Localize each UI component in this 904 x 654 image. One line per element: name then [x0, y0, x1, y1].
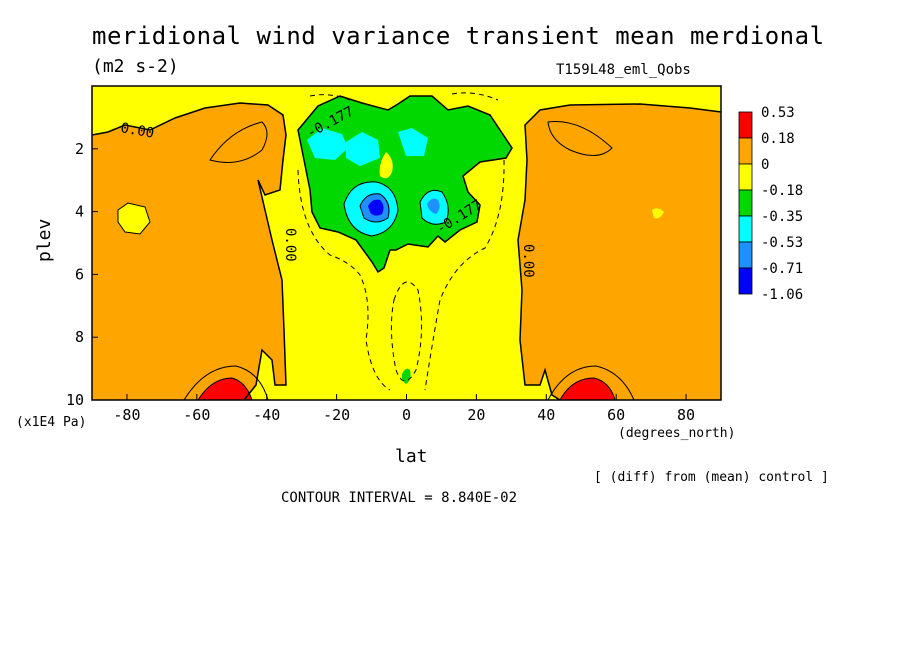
y-tick-label: 8 — [75, 328, 84, 346]
contour-label: 0.00 — [520, 244, 536, 278]
contour-line — [343, 181, 399, 237]
contour-line — [359, 193, 390, 223]
diff-note: [ (diff) from (mean) control ] — [594, 470, 829, 485]
cyan-region-1 — [307, 128, 348, 160]
red-region-left — [198, 378, 252, 400]
y-axis-unit: (x1E4 Pa) — [16, 415, 87, 430]
cyan-region-3 — [398, 128, 428, 156]
legend-label: 0.18 — [761, 131, 795, 147]
legend-swatch — [738, 163, 753, 191]
y-tick-label: 2 — [75, 140, 84, 158]
x-axis-ticks: -80 -60 -40 -20 0 20 40 60 80 — [113, 394, 695, 424]
legend-swatch — [738, 241, 753, 269]
contour-line-dashed — [424, 159, 505, 391]
x-tick-label: 80 — [677, 406, 695, 424]
legend-label: -0.35 — [761, 209, 803, 225]
legend-swatch — [738, 137, 753, 165]
contour-line-dashed — [309, 92, 499, 101]
contour-label: 0.00 — [282, 228, 298, 262]
contour-interval: CONTOUR INTERVAL = 8.840E-02 — [281, 490, 518, 506]
x-tick-label: -40 — [253, 406, 280, 424]
legend-swatch — [738, 189, 753, 217]
contour-line — [183, 365, 269, 401]
contour-line — [297, 95, 513, 274]
contour-line-dashed — [390, 281, 423, 382]
contour-label: 0.00 — [119, 120, 155, 142]
y-tick-label: 10 — [66, 391, 84, 409]
cyan-region-2 — [346, 132, 380, 166]
contour-lines — [91, 92, 722, 401]
legend-label: 0.53 — [761, 105, 795, 121]
legend-label: -0.71 — [761, 261, 803, 277]
contour-line — [209, 121, 268, 163]
x-tick-label: -80 — [113, 406, 140, 424]
darkblue-region-1 — [368, 199, 384, 216]
contour-line — [117, 202, 151, 235]
red-region-right — [560, 378, 615, 400]
legend-label: 0 — [761, 157, 769, 173]
y-axis-ticks: 2 4 6 8 10 — [66, 140, 98, 409]
contour-line — [197, 377, 253, 401]
chart-title: meridional wind variance transient mean … — [92, 22, 825, 50]
y-tick-label: 6 — [75, 265, 84, 283]
run-name: T159L48_eml_Qobs — [556, 62, 691, 78]
contour-line — [547, 121, 613, 156]
contour-line — [91, 102, 287, 401]
contour-line — [419, 189, 449, 225]
blue-region-2 — [427, 198, 440, 214]
field-fill — [92, 86, 721, 400]
contour-line — [517, 103, 722, 401]
contour-line — [547, 365, 635, 401]
y-tick-label: 4 — [75, 203, 84, 221]
legend-swatch — [738, 215, 753, 243]
legend-label: -0.18 — [761, 183, 803, 199]
contour-line-dashed — [297, 169, 391, 391]
yellow-gap — [379, 152, 393, 179]
color-legend: 0.53 0.18 0 -0.18 -0.35 -0.53 -0.71 -1.06 — [738, 105, 803, 303]
y-axis-label: plev — [34, 218, 55, 262]
yellow-pocket-right — [652, 208, 664, 219]
legend-swatch — [738, 111, 753, 139]
legend-label: -1.06 — [761, 287, 803, 303]
x-tick-label: 40 — [537, 406, 555, 424]
legend-label: -0.53 — [761, 235, 803, 251]
x-tick-label: -20 — [323, 406, 350, 424]
x-tick-label: -60 — [183, 406, 210, 424]
x-axis-label: lat — [395, 446, 428, 467]
x-tick-label: 20 — [467, 406, 485, 424]
x-tick-label: 60 — [607, 406, 625, 424]
contour-line — [559, 377, 616, 401]
yellow-pocket-left — [118, 203, 150, 234]
orange-region-left — [92, 103, 286, 400]
x-tick-label: 0 — [402, 406, 411, 424]
orange-region-right — [518, 104, 721, 400]
chart-units: (m2 s-2) — [92, 56, 179, 77]
x-axis-unit: (degrees_north) — [618, 426, 736, 441]
legend-swatch — [738, 267, 753, 295]
